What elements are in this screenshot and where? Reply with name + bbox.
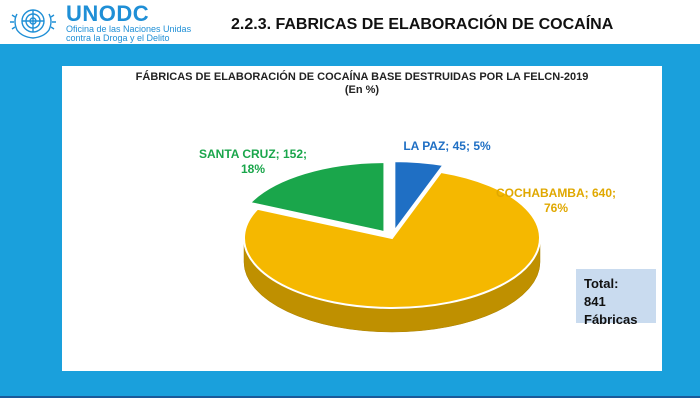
pie-chart: LA PAZ; 45; 5% COCHABAMBA; 640; 76% SANTA C… — [199, 139, 616, 333]
header: UNODC Oficina de las Naciones Unidas con… — [0, 0, 700, 44]
total-value: 841 Fábricas — [584, 294, 638, 327]
section-title: 2.2.3. FABRICAS DE ELABORACIÓN DE COCAÍN… — [231, 16, 614, 33]
footer-bar — [0, 396, 700, 414]
slice-la-paz-label: LA PAZ; 45; 5% — [403, 139, 491, 153]
total-box: Total: 841 Fábricas — [576, 269, 656, 327]
chart-title-line-2: (En %) — [344, 84, 380, 96]
org-name: UNODC — [66, 1, 150, 26]
slice-cochabamba — [243, 170, 541, 309]
org-subtitle-line-2: contra la Droga y el Delito — [66, 33, 170, 43]
total-label: Total: — [584, 276, 619, 291]
org-subtitle-line-1: Oficina de las Naciones Unidas — [66, 24, 192, 34]
chart-panel: FÁBRICAS DE ELABORACIÓN DE COCAÍNA BASE … — [62, 66, 662, 371]
un-emblem-icon — [10, 9, 56, 39]
slice-santa-cruz-label: SANTA CRUZ; 152; 18% — [199, 147, 307, 176]
chart-title-line-1: FÁBRICAS DE ELABORACIÓN DE COCAÍNA BASE … — [135, 71, 589, 83]
org-subtitle: Oficina de las Naciones Unidas contra la… — [66, 25, 191, 43]
slice-santa-cruz — [247, 161, 386, 234]
chart-title: FÁBRICAS DE ELABORACIÓN DE COCAÍNA BASE … — [62, 71, 662, 97]
slice-cochabamba-label: COCHABAMBA; 640; 76% — [496, 186, 616, 215]
slice-la-paz — [393, 160, 446, 235]
